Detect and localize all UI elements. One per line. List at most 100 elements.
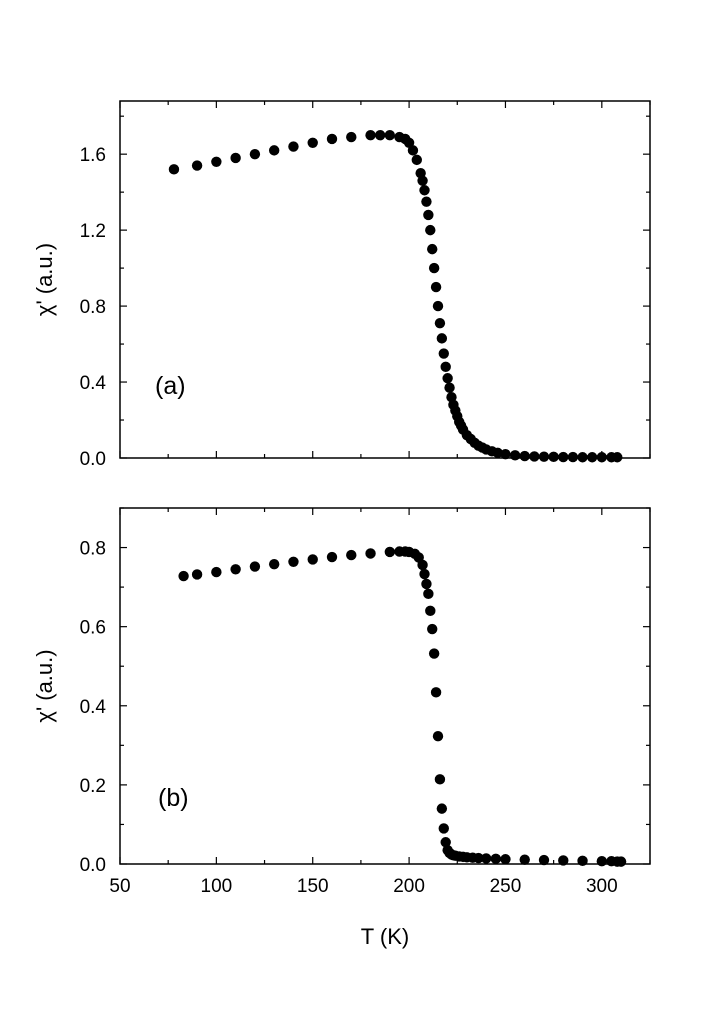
panel-b-data-point (480, 853, 492, 864)
panel-a-data-point (374, 129, 386, 141)
panel-b-data-point (419, 568, 430, 580)
panel-a-data-point (567, 451, 579, 463)
panel-a-y-tick-label: 0.4 (80, 373, 107, 394)
panel-b-data-point (434, 774, 446, 785)
panel-a-data-point (307, 137, 318, 148)
panel-b-data-point (268, 558, 280, 570)
panel-b-data-point (430, 687, 442, 698)
panel-b-data-point (500, 854, 511, 865)
panel-b-y-tick-label: 0.6 (80, 618, 106, 639)
panel-a-data-point (529, 451, 540, 462)
panel-b-x-tick-label: 200 (393, 876, 425, 897)
panel-b-data-point (417, 559, 428, 571)
panel-a-data-point (230, 152, 241, 164)
panel-b-data-point (326, 551, 338, 563)
panel-a-data-point (249, 148, 261, 160)
panel-b-data-point (230, 564, 241, 575)
panel-a-data-point (211, 156, 222, 167)
panel-a-data-point (548, 451, 559, 463)
panel-b-data-point (428, 648, 440, 659)
panel-b-data-point (596, 856, 608, 867)
panel-a-data-point (442, 373, 453, 384)
panel-b-x-tick-label: 300 (586, 876, 618, 897)
panel-a-data-point (365, 129, 376, 141)
panel-a-data-point (500, 449, 511, 460)
panel-a-data-point (444, 382, 455, 393)
panel-b-data-point (519, 854, 530, 865)
panel-a-data-point (411, 154, 422, 166)
panel-a-data-point (436, 333, 448, 344)
panel-b-data-point (365, 548, 376, 559)
panel-b-data-point (346, 549, 357, 561)
panel-a-y-tick-label: 0.8 (80, 297, 106, 318)
panel-b-data-point (288, 556, 299, 567)
panel-b-data-point (558, 855, 569, 866)
panel-b-data-point (423, 588, 434, 600)
panel-b-x-axis-title: T (K) (361, 924, 409, 949)
panel-b-plot-frame (119, 507, 651, 865)
panel-a-data-point (509, 450, 521, 461)
panel-a-data-point (417, 175, 428, 186)
panel-b-chart: 50 100 150 200 250 300 0.0 0.2 0.4 0.6 0.8 χ' (a.u.… (32, 507, 651, 949)
panel-b-y-tick-label: 0.2 (80, 776, 106, 797)
panel-a-plot-frame (119, 100, 651, 459)
panel-b-data-point (490, 853, 502, 865)
panel-a-data-point (558, 451, 569, 463)
panel-a-data-point (434, 317, 446, 329)
panel-b-data-point (307, 554, 318, 565)
panel-a-chart: 0.0 0.4 0.8 1.2 1.6 χ' (a.u.) (a) (32, 100, 651, 470)
panel-a-data-point (346, 131, 357, 143)
panel-a-data-point (423, 209, 434, 221)
panel-a-data-point (430, 281, 442, 293)
panel-a-y-tick-label: 1.2 (80, 221, 106, 242)
panel-a-data-point (168, 164, 180, 175)
panel-b-data-point (178, 570, 189, 582)
panel-a-data-point (384, 129, 396, 141)
panel-a-y-tick-label: 1.6 (80, 145, 106, 166)
panel-a-data-point (596, 452, 608, 463)
panel-a-data-point (612, 452, 623, 463)
panel-b-data-point (191, 569, 203, 580)
panel-b-x-tick-label: 250 (490, 876, 522, 897)
panel-a-data-point (538, 451, 550, 462)
panel-b-data-point (577, 855, 588, 867)
panel-b-data-point (436, 803, 448, 814)
panel-b-data-point (211, 566, 222, 578)
panel-b-y-tick-label: 0.8 (80, 539, 106, 560)
panel-b-data-point (421, 578, 432, 590)
panel-a-data-point (191, 160, 203, 171)
panel-a-data-point (421, 196, 432, 207)
panel-a-data-point (428, 262, 440, 274)
panel-a-data-point (427, 243, 438, 255)
panel-b-y-tick-label: 0.4 (80, 697, 107, 718)
panel-b-label: (b) (158, 784, 189, 812)
panel-b-data-point (249, 561, 261, 572)
panel-a-data-point (577, 452, 588, 463)
panel-a-y-tick-label: 0.0 (80, 449, 106, 470)
panel-a-data-point (440, 361, 451, 373)
panel-b-data-point (615, 856, 627, 867)
panel-b-data-point (438, 823, 449, 834)
panel-a-data-point (407, 145, 419, 156)
panel-a-data-point (288, 141, 299, 152)
panel-b-data-point (427, 623, 438, 635)
panel-a-data-point (425, 224, 436, 236)
panel-b-data-point (538, 854, 550, 866)
panel-a-label: (a) (155, 372, 186, 400)
panel-b-data-point (425, 605, 436, 617)
panel-b-x-tick-label: 150 (297, 876, 329, 897)
panel-a-data-point (519, 450, 530, 462)
panel-a-data-point (268, 145, 280, 156)
panel-a-data-point (492, 447, 503, 459)
panel-b-data-point (473, 852, 484, 864)
panel-b-data-point (440, 837, 451, 848)
panel-a-data-point (326, 133, 338, 145)
panel-b-y-tick-label: 0.0 (80, 855, 106, 876)
panel-a-y-axis-title: χ' (a.u.) (32, 243, 57, 316)
panel-b-x-tick-label: 50 (109, 876, 130, 897)
panel-a-data-point (419, 185, 430, 196)
panel-b-data-point (384, 546, 396, 558)
panel-b-x-tick-label: 100 (201, 876, 233, 897)
panel-b-y-axis-title: χ' (a.u.) (32, 649, 57, 722)
